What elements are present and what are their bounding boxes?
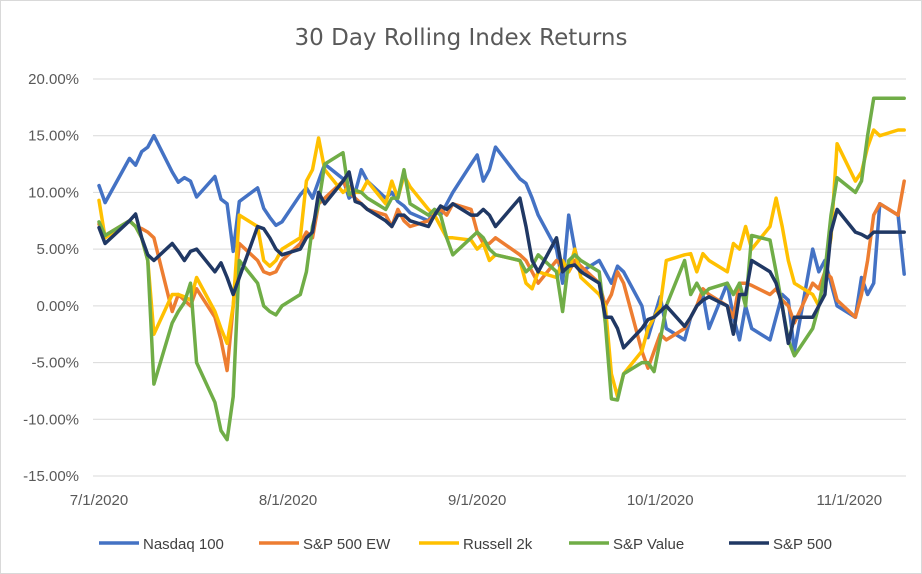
y-tick-label: 10.00% [28,184,79,201]
series-line-s-p-500-ew [97,179,906,373]
y-tick-label: 0.00% [36,298,79,315]
legend-label: Nasdaq 100 [143,536,224,553]
series-line-nasdaq-100 [97,133,906,353]
y-tick-label: -5.00% [31,355,79,372]
x-tick-label: 11/1/2020 [816,492,882,509]
x-tick-label: 8/1/2020 [259,492,317,509]
legend: Nasdaq 100 S&P 500 EW Russell 2k S&P Value S… [99,536,832,553]
y-tick-label: 20.00% [28,71,79,88]
chart-title: 30 Day Rolling Index Returns [295,25,628,51]
y-tick-label: 5.00% [36,241,79,258]
legend-label: S&P Value [613,536,684,553]
legend-label: Russell 2k [463,536,533,553]
series-line-s-p-value [97,96,906,442]
y-tick-label: 15.00% [28,128,79,145]
gridlines [93,78,906,477]
legend-label: S&P 500 [773,536,832,553]
x-axis-tick-labels: 7/1/2020 8/1/2020 9/1/2020 10/1/2020 11/1/20… [70,492,882,509]
y-tick-label: -10.00% [23,411,79,428]
series-line-s-p-500 [97,170,906,350]
x-tick-label: 7/1/2020 [70,492,128,509]
y-tick-label: -15.00% [23,468,79,485]
y-axis-tick-labels: 20.00% 15.00% 10.00% 5.00% 0.00% -5.00% -10.00… [23,71,79,485]
series-lines [97,96,906,442]
x-tick-label: 10/1/2020 [627,492,694,509]
legend-label: S&P 500 EW [303,536,391,553]
x-tick-label: 9/1/2020 [448,492,506,509]
